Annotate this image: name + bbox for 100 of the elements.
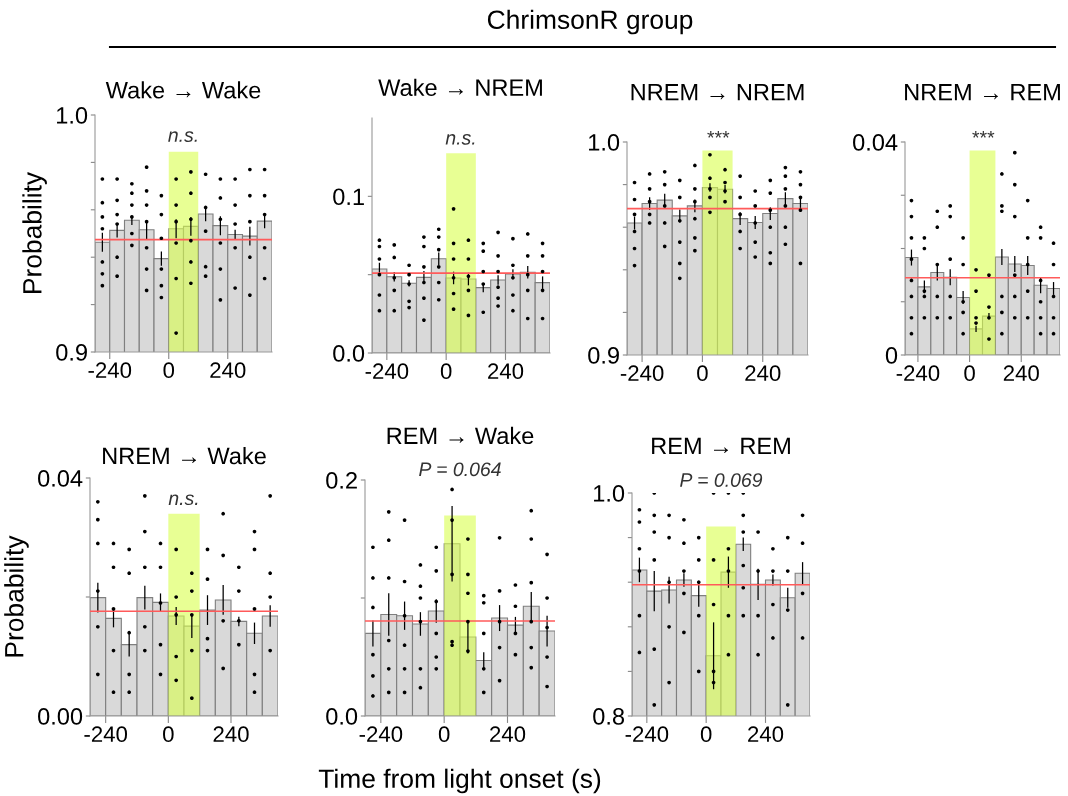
x-tick-label: 0 (440, 363, 452, 380)
x-tick-label: 0 (697, 365, 708, 382)
point (111, 607, 116, 611)
point (237, 618, 241, 623)
point (741, 530, 746, 534)
point (800, 636, 805, 640)
point (696, 558, 701, 562)
x-tick-label: -240 (625, 726, 669, 743)
point (221, 511, 225, 516)
point (190, 696, 194, 700)
point (143, 529, 147, 534)
x-tick-label: 0 (700, 726, 712, 743)
point (237, 589, 241, 593)
x-tick-label: 0 (163, 726, 174, 743)
y-tick-label: 1.0 (589, 134, 620, 151)
y-tick-label: 0.04 (853, 134, 898, 151)
point (174, 595, 178, 599)
point (741, 613, 746, 618)
point (682, 541, 686, 546)
point (143, 494, 147, 498)
y-tick-label: 0.00 (38, 708, 83, 725)
point (158, 565, 163, 570)
point (158, 601, 163, 605)
point (237, 565, 241, 570)
point (143, 624, 147, 629)
y-tick-label: 1.0 (594, 485, 625, 502)
point (190, 589, 194, 593)
x-tick-label: 240 (490, 726, 526, 743)
chart-title: Wake → NREM (378, 78, 542, 97)
x-tick-label: 240 (745, 365, 781, 382)
point (221, 666, 225, 671)
point (771, 546, 775, 551)
point (268, 494, 272, 498)
x-tick-label: 240 (748, 726, 784, 743)
point (96, 517, 100, 522)
x-tick-label: 240 (488, 363, 524, 380)
point (800, 541, 805, 546)
x-tick-label: -240 (359, 726, 403, 743)
point (667, 680, 671, 685)
point (652, 513, 657, 518)
y-tick-label: 0.9 (588, 347, 619, 364)
point (637, 507, 642, 512)
point (637, 546, 642, 551)
point (268, 595, 272, 599)
chart-title: Wake → Wake (105, 81, 261, 99)
x-tick-label: 240 (210, 362, 246, 379)
point (667, 535, 671, 540)
point (741, 513, 746, 518)
point (667, 580, 671, 585)
point (127, 672, 131, 677)
x-tick-label: -240 (620, 365, 664, 382)
point (127, 690, 131, 695)
chart-title: REM → REM (652, 437, 790, 455)
point (696, 535, 701, 540)
point (174, 547, 178, 552)
chart-title: NREM → NREM (631, 84, 804, 101)
point (756, 652, 760, 657)
chart-title: NREM → Wake (103, 447, 266, 465)
point (741, 585, 746, 590)
point (127, 547, 131, 552)
y-axis-title: Probability (22, 171, 47, 293)
x-tick-label: 0 (163, 362, 175, 379)
point (190, 648, 194, 653)
y-tick-label: 1.0 (57, 107, 88, 124)
point (143, 565, 147, 570)
point (252, 690, 257, 695)
point (667, 624, 671, 629)
point (652, 647, 657, 651)
y-tick-label: 0.9 (56, 344, 87, 361)
point (174, 654, 178, 659)
chart-title: REM → Wake (387, 426, 534, 445)
y-tick-label: 0.2 (326, 472, 357, 489)
point (726, 546, 731, 551)
point (652, 703, 657, 707)
point (96, 672, 100, 677)
point (652, 530, 657, 534)
point (682, 569, 686, 573)
point (237, 642, 241, 647)
text: ChrimsonR group (487, 9, 693, 35)
x-tick-label: 240 (213, 726, 249, 743)
point (785, 703, 790, 707)
x-tick-label: 0 (438, 726, 450, 743)
point (96, 589, 100, 593)
point (111, 690, 116, 695)
point (268, 571, 272, 576)
point (127, 630, 131, 635)
point (800, 513, 805, 518)
point (785, 535, 790, 540)
point (190, 613, 194, 617)
point (771, 636, 775, 640)
y-tick-label: 0.8 (593, 708, 625, 725)
annotation: n.s. (168, 131, 197, 142)
point (190, 571, 194, 576)
point (741, 563, 746, 568)
point (696, 613, 701, 618)
point (252, 607, 257, 611)
point (652, 558, 657, 562)
point (785, 608, 790, 612)
point (771, 569, 775, 573)
point (756, 569, 760, 573)
